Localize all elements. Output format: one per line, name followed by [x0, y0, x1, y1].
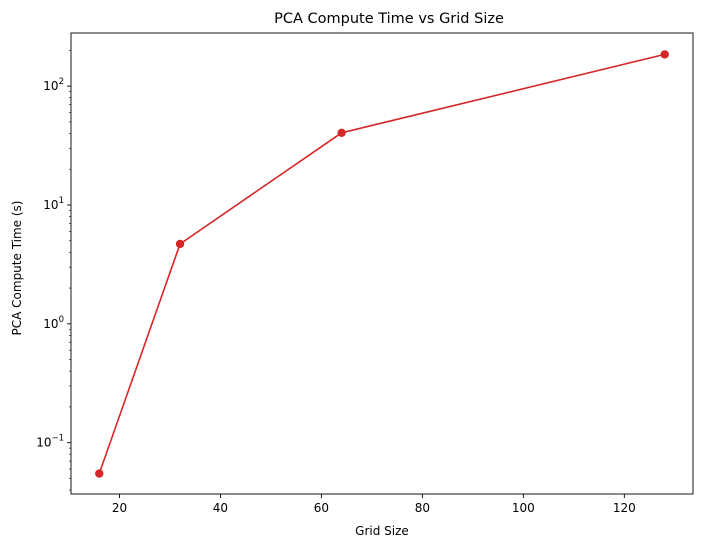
data-point	[175, 239, 185, 249]
series-line	[98, 53, 665, 474]
x-tick-label: 120	[613, 501, 636, 515]
data-point	[95, 469, 104, 478]
data-point	[660, 50, 669, 59]
y-tick-label: 101	[43, 196, 64, 212]
chart-title: PCA Compute Time vs Grid Size	[274, 11, 504, 27]
x-tick-label: 40	[213, 501, 228, 515]
x-tick-label: 80	[415, 501, 430, 515]
plot-frame	[70, 32, 694, 495]
y-tick-label: 100	[43, 315, 64, 331]
plot-area: 20 40 60 80 100 120 10−1 100 101 102	[36, 32, 694, 515]
y-tick-label: 102	[43, 77, 64, 93]
x-tick-label: 60	[314, 501, 329, 515]
data-point	[337, 128, 346, 137]
x-tick-label: 20	[112, 501, 127, 515]
y-tick-label: 10−1	[36, 434, 64, 450]
x-axis-label: Grid Size	[355, 524, 409, 538]
y-axis-label: PCA Compute Time (s)	[10, 201, 24, 336]
x-tick-label: 100	[512, 501, 535, 515]
